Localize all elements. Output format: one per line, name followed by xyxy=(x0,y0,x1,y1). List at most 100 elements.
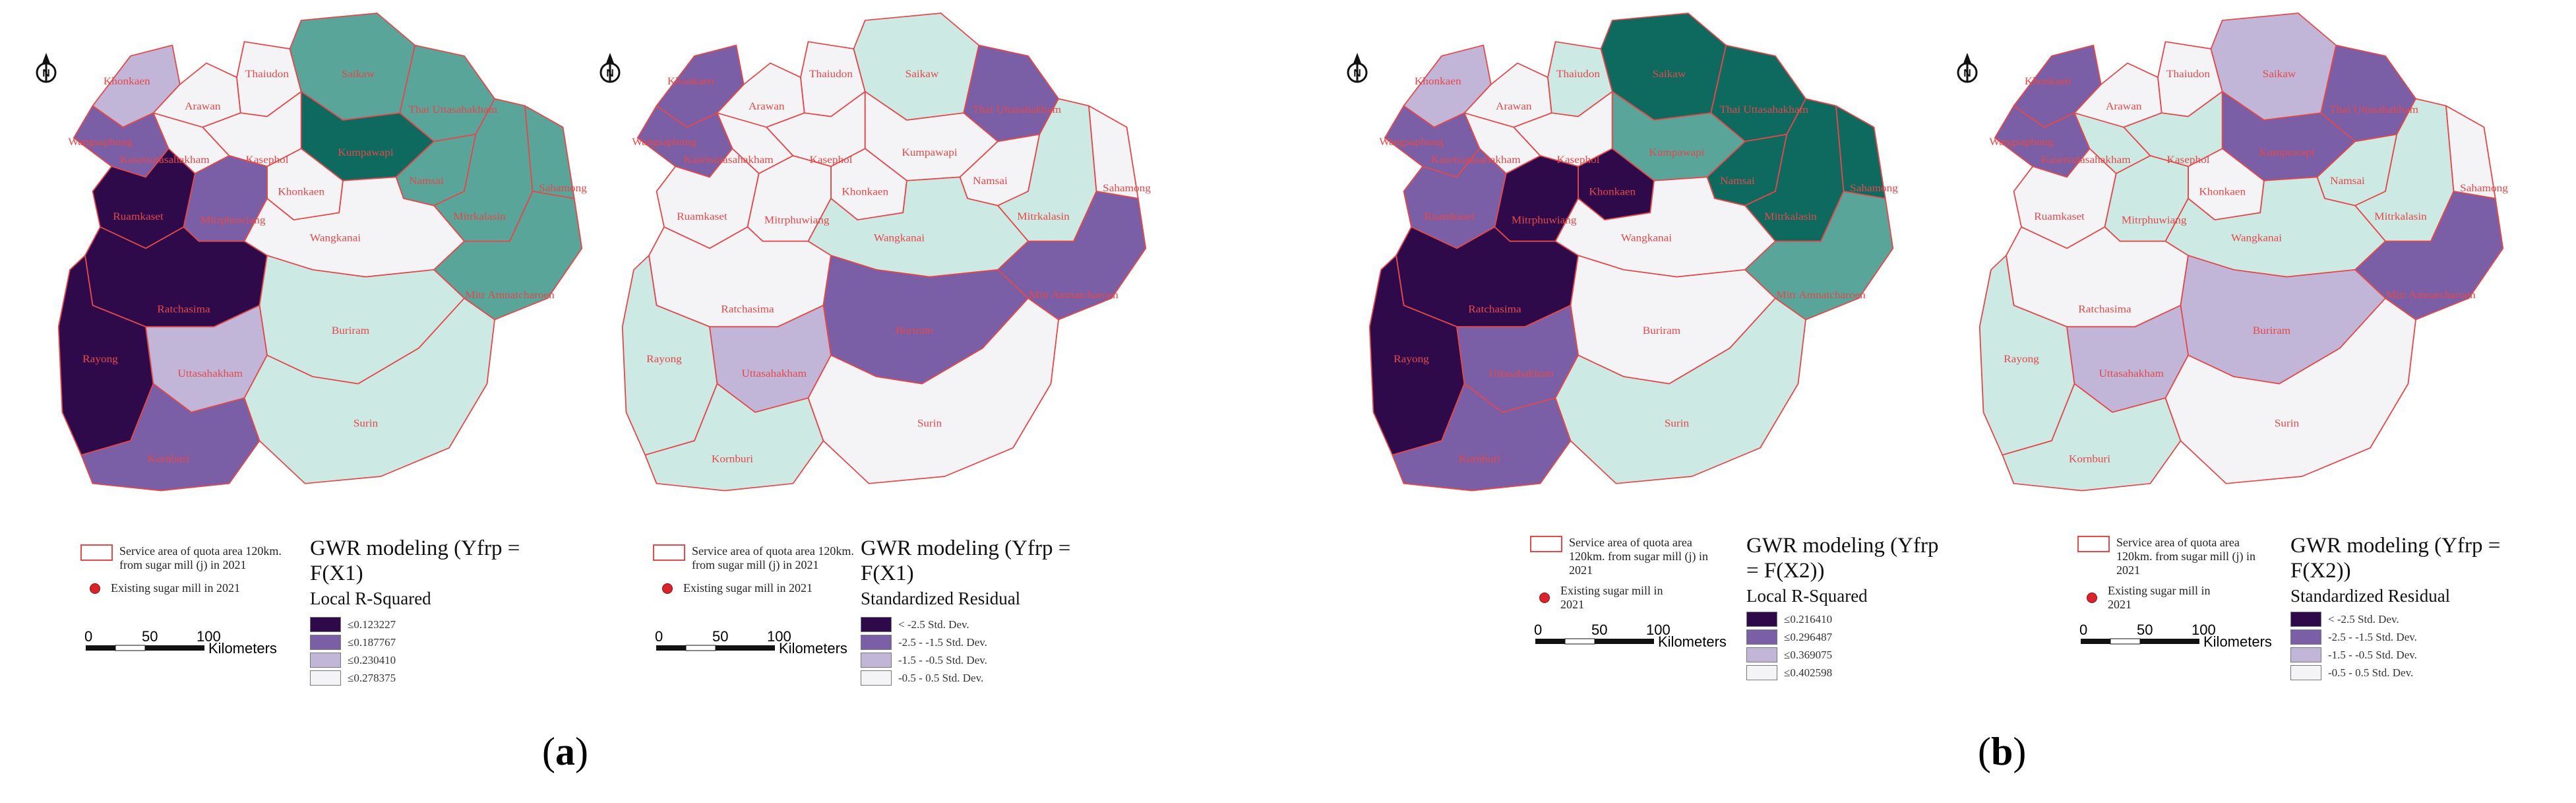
service-area-label: Service area of quota area 120km. from s… xyxy=(1569,536,1708,577)
district-label-kasphol: Kasephol xyxy=(245,153,288,165)
map-b-r2-svg: Khonkaen Wangsaphung Arawan Kasetsutasahakh… xyxy=(1347,13,1899,492)
district-label-surin: Surin xyxy=(353,417,379,429)
district-label-rayong: Rayong xyxy=(646,353,682,365)
scale-segment xyxy=(2110,638,2141,645)
district-label-kasetsomboon: Kasetsutasahakham xyxy=(1431,153,1521,165)
district-label-ruamkaset: Ruamkaset xyxy=(677,210,727,222)
north-label: N xyxy=(606,68,614,79)
legend-class-row: ≤0.216410 xyxy=(1746,610,1944,628)
district-surin xyxy=(1554,298,1806,484)
legend-classes: < -2.5 Std. Dev. -2.5 - -1.5 Std. Dev. -… xyxy=(2290,610,2508,682)
district-label-kasetsomboon: Kasetsutasahakham xyxy=(684,153,774,165)
legend-class-row: -2.5 - -1.5 Std. Dev. xyxy=(2290,628,2508,646)
legend-class-label: -1.5 - -0.5 Std. Dev. xyxy=(898,653,987,666)
scale-unit: Kilometers xyxy=(1658,633,1727,650)
legend-class-label: ≤0.187767 xyxy=(348,635,396,649)
scale-segment xyxy=(656,645,686,651)
district-label-rayong: Rayong xyxy=(2004,353,2039,365)
scale-segment xyxy=(86,645,115,651)
district-label-mitrphuwiang: Mitrphuwiang xyxy=(1512,214,1577,226)
district-label-wangsaphung: Wangsaphung xyxy=(68,135,133,147)
legend-swatch xyxy=(861,653,892,668)
panel-letter: b xyxy=(1990,730,2013,773)
scale-tick-0: 0 xyxy=(84,628,92,645)
legend-swatch xyxy=(310,653,341,668)
north-label: N xyxy=(1963,68,1971,79)
district-label-rayong: Rayong xyxy=(82,353,118,365)
legend-swatch xyxy=(861,670,892,686)
legend-class-row: -2.5 - -1.5 Std. Dev. xyxy=(861,633,1078,651)
service-area-swatch xyxy=(2077,536,2110,552)
legend-class-label: ≤0.402598 xyxy=(1784,666,1833,679)
legend-subtitle: Local R-Squared xyxy=(310,589,431,608)
district-label-ratchasima: Ratchasima xyxy=(721,303,774,315)
panel-label-a: (a) xyxy=(542,730,588,773)
map-b-res-svg: Khonkaen Wangsaphung Arawan Kasetsutasahakh… xyxy=(1957,13,2509,492)
district-label-wangkanai: Wangkanai xyxy=(2231,232,2282,243)
district-label-khonkaen2: Khonkaen xyxy=(1589,185,1636,197)
legend-b-r2: GWR modeling (Yfrp = F(X2)) Local R-Squa… xyxy=(1746,533,1944,682)
legend-title: GWR modeling (Yfrp = F(X1) xyxy=(310,536,520,585)
district-label-wangsaphung: Wangsaphung xyxy=(632,135,696,147)
district-label-mitrphuwiang: Mitrphuwiang xyxy=(200,214,266,226)
panel-a: Khonkaen Wangsaphung Arawan Kasetsutasahakh… xyxy=(36,13,1151,773)
district-label-thai_utt: Thai Uttasahakham xyxy=(1720,104,1808,115)
scale-unit: Kilometers xyxy=(2203,633,2272,650)
scale-segment xyxy=(685,645,716,651)
district-label-sahamong: Sahamong xyxy=(539,181,587,193)
legend-b-r2-left: Service area of quota area 120km. from s… xyxy=(1530,536,1728,612)
scale-tick-0: 0 xyxy=(1534,622,1542,638)
district-label-mitrkalasin: Mitrkalasin xyxy=(2374,210,2427,222)
district-label-uttasahakham: Uttasahakham xyxy=(1488,367,1554,379)
district-label-mitr_amnat: Mitr Amnatcharoen xyxy=(2386,288,2476,300)
legend-swatch xyxy=(2290,629,2321,645)
district-label-namsai: Namsai xyxy=(973,175,1008,187)
district-label-kasetsomboon: Kasetsutasahakham xyxy=(2041,153,2131,165)
district-label-buriram: Buriram xyxy=(896,324,933,336)
legend-class-row: ≤0.296487 xyxy=(1746,628,1944,646)
legend-swatch xyxy=(2290,647,2321,662)
district-surin xyxy=(243,298,495,484)
legend-class-row: ≤0.278375 xyxy=(310,669,528,687)
district-label-buriram: Buriram xyxy=(332,324,369,336)
district-label-sahamong: Sahamong xyxy=(2460,181,2508,193)
legend-class-label: ≤0.278375 xyxy=(348,671,396,684)
service-area-label: Service area of quota area 120km. from s… xyxy=(2116,536,2255,577)
legend-swatch xyxy=(1746,629,1777,645)
legend-title: GWR modeling (Yfrp = F(X2)) xyxy=(2290,534,2501,583)
district-surin xyxy=(807,298,1059,484)
district-label-namsai: Namsai xyxy=(409,175,444,187)
district-label-uttasahakham: Uttasahakham xyxy=(2099,367,2164,379)
scale-segment xyxy=(716,645,775,651)
scale-segment xyxy=(2081,639,2110,644)
legend-class-label: -1.5 - -0.5 Std. Dev. xyxy=(2328,648,2417,661)
legend-class-label: ≤0.216410 xyxy=(1784,612,1833,626)
scale-tick-50: 50 xyxy=(712,628,728,645)
mill-label: Existing sugar mill in 2021 xyxy=(111,581,240,594)
district-label-sahamong: Sahamong xyxy=(1103,181,1151,193)
district-label-ruamkaset: Ruamkaset xyxy=(113,210,164,222)
district-label-mitrkalasin: Mitrkalasin xyxy=(1017,210,1070,222)
district-label-surin: Surin xyxy=(917,417,942,429)
legend-classes: ≤0.216410 ≤0.296487 ≤0.369075 ≤0.402598 xyxy=(1746,610,1944,682)
district-layer: Khonkaen Wangsaphung Arawan Kasetsutasahakh… xyxy=(621,13,1151,492)
map-a-res-svg: Khonkaen Wangsaphung Arawan Kasetsutasahakh… xyxy=(599,13,1151,492)
district-label-thai_utt: Thai Uttasahakham xyxy=(409,104,497,115)
district-label-namsai: Namsai xyxy=(1720,175,1755,187)
district-label-khonkaen2: Khonkaen xyxy=(2199,185,2246,197)
legend-class-row: ≤0.402598 xyxy=(1746,664,1944,682)
legend-class-row: -0.5 - 0.5 Std. Dev. xyxy=(861,669,1078,687)
scale-tick-0: 0 xyxy=(655,628,663,645)
district-label-thai_utt: Thai Uttasahakham xyxy=(973,104,1061,115)
district-label-arawan: Arawan xyxy=(749,100,785,112)
legend-swatch xyxy=(310,617,341,632)
scale-segment xyxy=(1595,639,1654,644)
sugar-mill-icon xyxy=(1539,593,1550,603)
legend-class-label: -0.5 - 0.5 Std. Dev. xyxy=(2328,666,2414,679)
legend-classes: < -2.5 Std. Dev. -2.5 - -1.5 Std. Dev. -… xyxy=(861,616,1078,687)
north-arrow-icon: N xyxy=(1957,53,1978,83)
legend-swatch xyxy=(1746,647,1777,662)
legend-class-row: -1.5 - -0.5 Std. Dev. xyxy=(2290,646,2508,664)
legend-class-label: ≤0.369075 xyxy=(1784,648,1833,661)
district-label-uttasahakham: Uttasahakham xyxy=(177,367,243,379)
